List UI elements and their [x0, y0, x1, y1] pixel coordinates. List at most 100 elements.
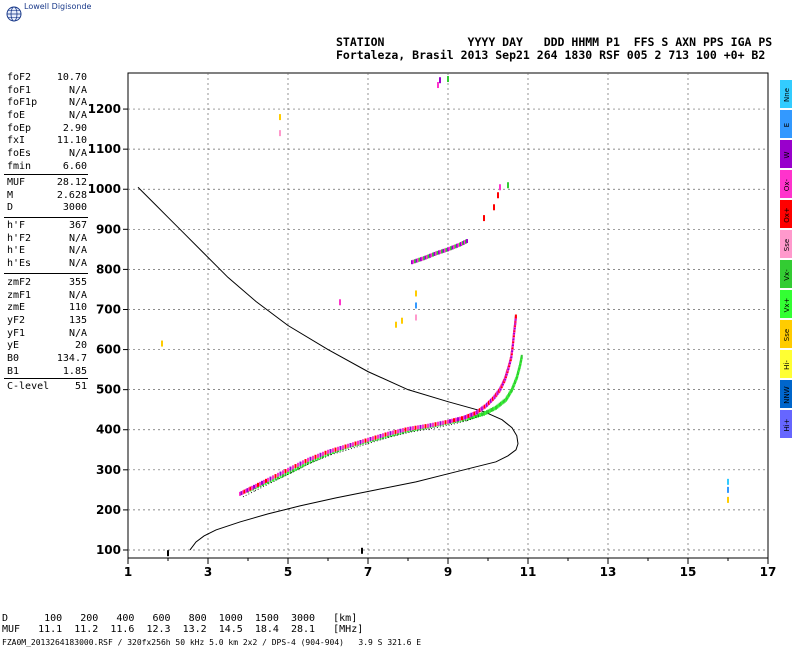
upper-echo [450, 246, 452, 251]
y-tick-label: 1200 [88, 102, 121, 116]
param-divider [4, 174, 88, 175]
o-mode-echo [429, 423, 432, 428]
param-divider [4, 378, 88, 379]
o-mode-echo [367, 437, 369, 442]
x-mode-echo [319, 455, 322, 460]
upper-echo [424, 255, 427, 260]
o-mode-echo [437, 421, 439, 426]
x-mode-echo [312, 458, 314, 463]
x-tick-label: 13 [600, 565, 617, 579]
o-mode-echo [473, 411, 476, 416]
logo-text: Lowell Digisonde [24, 2, 92, 11]
param-row: h'F 367 [7, 220, 87, 233]
upper-echo [457, 243, 460, 248]
o-mode-echo [344, 444, 347, 449]
o-mode-echo [242, 490, 244, 495]
scatter-echo-point [415, 290, 417, 297]
o-mode-echo [352, 442, 354, 447]
x-mode-echo [469, 415, 471, 420]
x-mode-echo [272, 477, 274, 482]
x-mode-echo [322, 453, 324, 458]
scatter-echo-point [415, 302, 417, 309]
echo-edge [330, 448, 352, 456]
param-value: 51 [74, 381, 87, 392]
x-mode-echo [387, 433, 389, 438]
param-value: N/A [68, 232, 87, 244]
param-name: foF1 [7, 84, 32, 96]
x-mode-echo [498, 402, 501, 407]
legend-label: Hi+ [783, 418, 791, 431]
upper-echo [426, 254, 428, 259]
o-mode-echo [359, 440, 362, 445]
x-mode-echo [475, 414, 477, 419]
param-name: B0 [7, 353, 20, 365]
legend-label: W [783, 151, 791, 158]
o-mode-echo [251, 485, 253, 490]
o-mode-echo [261, 480, 263, 485]
upper-echo [415, 258, 418, 263]
y-tick-label: 1100 [88, 142, 121, 156]
o-mode-echo [314, 454, 317, 459]
muf-value-row: MUF 11.1 11.2 11.6 12.3 13.2 14.5 18.4 2… [2, 624, 364, 635]
echo-edge [350, 442, 372, 450]
o-mode-echo [246, 488, 249, 493]
plot-frame [127, 72, 769, 559]
param-row: fmin 6.60 [7, 161, 87, 174]
x-mode-echo [327, 451, 329, 456]
x-mode-echo [282, 473, 284, 478]
param-group-muf: MUF 28.12 M 2.628 D 3000 [7, 177, 87, 215]
x-mode-echo [267, 479, 269, 484]
param-name: foF2 [7, 72, 32, 83]
legend-swatch [780, 260, 792, 288]
x-mode-echo [520, 354, 523, 359]
o-mode-echo [514, 314, 517, 319]
header-values: Fortaleza, Brasil 2013 Sep21 264 1830 RS… [336, 48, 766, 62]
o-mode-echo [299, 461, 302, 466]
upper-echo [429, 253, 431, 258]
o-mode-echo [364, 438, 367, 443]
param-row: B0 134.7 [7, 353, 87, 366]
x-mode-echo [467, 416, 469, 421]
param-divider [4, 217, 88, 218]
o-mode-echo [476, 409, 479, 414]
o-mode-echo [324, 450, 327, 455]
x-mode-echo [297, 465, 299, 470]
param-value: 28.12 [56, 177, 87, 188]
echo-edge [270, 472, 292, 484]
y-tick-label: 1000 [88, 182, 121, 196]
echo-edge [390, 431, 412, 438]
param-row: foF2 10.70 [7, 72, 87, 85]
legend-swatch [780, 170, 792, 198]
x-mode-echo [274, 476, 277, 481]
o-mode-echo [349, 443, 352, 448]
echo-edge [466, 415, 480, 422]
param-row: foF1 N/A [7, 85, 87, 98]
param-row: yF1 N/A [7, 328, 87, 341]
globe-icon [6, 6, 22, 22]
upper-echo [456, 243, 458, 248]
o-mode-echo [461, 416, 463, 421]
y-tick-label: 400 [96, 423, 121, 437]
param-row: zmF1 N/A [7, 290, 87, 303]
x-mode-echo [473, 414, 475, 419]
scatter-echo-point [401, 317, 403, 324]
upper-echo [441, 249, 443, 254]
o-mode-echo [259, 481, 261, 486]
x-mode-echo [490, 407, 493, 412]
o-mode-echo [404, 427, 407, 432]
param-row: foF1p N/A [7, 97, 87, 110]
o-mode-echo [455, 417, 457, 422]
o-mode-echo [451, 418, 453, 423]
o-mode-echo [419, 424, 422, 429]
o-mode-echo [453, 418, 455, 423]
o-mode-echo [434, 422, 437, 427]
x-mode-echo [493, 406, 496, 411]
o-mode-echo [265, 478, 267, 483]
upper-echo [435, 251, 437, 256]
param-name: h'E [7, 245, 26, 257]
upper-echo [439, 249, 442, 254]
o-mode-echo [463, 415, 465, 420]
o-mode-echo [243, 489, 246, 494]
x-tick-label: 15 [680, 565, 697, 579]
legend-swatch [780, 320, 792, 348]
